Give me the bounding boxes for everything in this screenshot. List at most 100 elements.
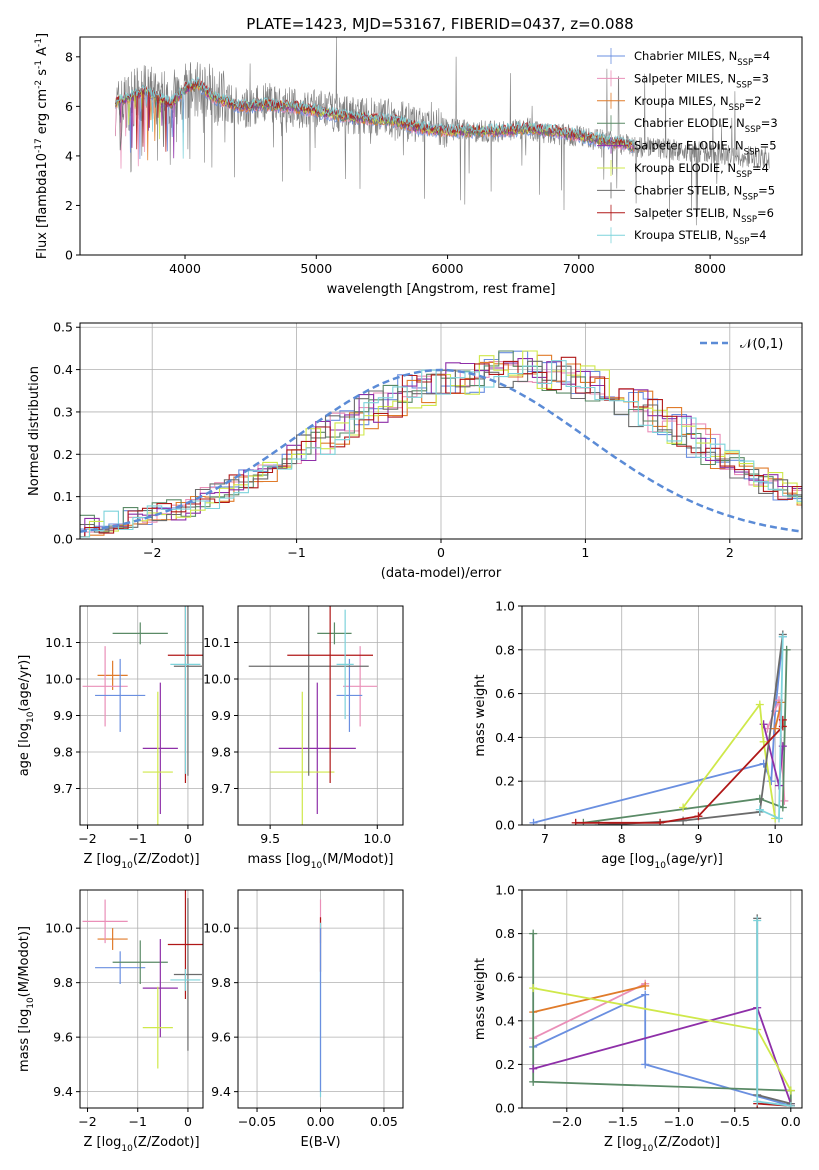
- spectrum-xtick-label: 5000: [300, 261, 332, 276]
- age_vs_mass-xtick-label: 9.5: [260, 831, 280, 846]
- residuals-xtick-label: 2: [726, 545, 734, 560]
- mass_vs_z-xlabel-part: Z [log: [83, 1135, 121, 1150]
- age_vs_mass-plot-area: [248, 606, 378, 825]
- mass_vs_z-xlabel: Z [log10(Z/Zodot)]: [83, 1135, 199, 1154]
- age_vs_z-xlabel-part: (Z/Z: [133, 852, 160, 867]
- age_vs_z-ytick-label: 9.8: [53, 745, 73, 760]
- spectrum-ylabel: Flux [flambda10-17 erg cm-2 s-1 A-1]: [34, 33, 50, 259]
- weight_vs_z-xtick-label: 0.0: [781, 1114, 801, 1129]
- weight_vs_age-frame: [521, 605, 803, 826]
- age_vs_z-xlabel-part: Z [log: [83, 852, 121, 867]
- weight_vs_z-ytick-label: 0.6: [495, 970, 515, 985]
- residuals-normal-curve: [80, 368, 802, 533]
- weight_vs_z-ylabel: mass weight: [473, 958, 488, 1040]
- mass_vs_z-ylabel-part: mass [log: [17, 1009, 32, 1072]
- legend-label-eq: =4: [752, 161, 769, 175]
- residuals-ytick-label: 0.1: [53, 489, 73, 504]
- spectrum-xlabel-part: wavelength [Angstrom, rest frame]: [327, 282, 556, 297]
- spectrum-ylabel-part: -2: [34, 80, 44, 89]
- mass_vs_z-xlabel-part: odot)]: [160, 1135, 199, 1150]
- legend-label-kroupa_miles: Kroupa MILES, NSSP=2: [634, 94, 761, 113]
- legend-label-chabrier_elodie: Chabrier ELODIE, NSSP=3: [634, 116, 778, 135]
- mass_vs_ebv-xtick-label: 0.00: [307, 1114, 335, 1129]
- mass_vs_z-ytick-label: 9.8: [53, 975, 73, 990]
- mass_vs_ebv-panel: −0.05 0.00 0.05 9.4 9.6 9.8 10.0 E(B-V): [203, 889, 404, 1150]
- age_vs_z-xtick-label: −2: [78, 831, 96, 846]
- age_vs_z-panel: −2 −1 09.79.89.910.010.1Z [log10(Z/Zodot)]…: [17, 605, 204, 871]
- page-title: PLATE=1423, MJD=53167, FIBERID=0437, z=0…: [246, 15, 633, 33]
- age_vs_mass-ytick-label: 10.1: [203, 635, 231, 650]
- legend-label-sub: SSP: [742, 192, 758, 202]
- spectrum-plot-area: [115, 37, 770, 226]
- age_vs_z-ylabel-part: age [log: [17, 723, 32, 776]
- weight_vs_z-series-kroupa_stelib: [756, 920, 791, 1107]
- weight_vs_age-xlabel-part: (age/yr)]: [666, 852, 723, 867]
- age_vs_mass-xlabel: mass [log10(M/Modot)]: [248, 852, 394, 871]
- weight_vs_z-series-chabrier_stelib: [756, 918, 792, 1105]
- mass_vs_z-plot-area: [82, 890, 203, 1069]
- residuals-legend-label-part: 𝒩(0,1): [740, 337, 783, 352]
- weight_vs_z-xlabel-part: (Z/Z: [653, 1135, 680, 1150]
- age_vs_z-ylabel-part: (age/yr)]: [17, 655, 32, 712]
- residuals-ytick-label: 0.3: [53, 404, 73, 419]
- legend-label-text: Kroupa STELIB, N: [634, 228, 734, 242]
- mass_vs_ebv-ytick-label: 9.4: [211, 1084, 231, 1099]
- residuals-xtick-label: 1: [581, 545, 589, 560]
- legend-label-salpeter_elodie: Salpeter ELODIE, NSSP=5: [634, 139, 777, 158]
- age_vs_mass-panel: 9.5 10.0 9.7 9.8 9.9 10.0 10.1 mass [log10(M/Mo…: [203, 605, 404, 871]
- weight_vs_age-ylabel: mass weight: [473, 674, 488, 756]
- weight_vs_z-frame: [521, 889, 803, 1109]
- legend-label-sub: SSP: [734, 237, 750, 247]
- legend-label-sub: SSP: [744, 148, 760, 158]
- spectrum-ytick-label: 8: [65, 49, 73, 64]
- weight_vs_z-xlabel-part: 10: [642, 1144, 654, 1154]
- residuals-ytick-label: 0.0: [53, 532, 73, 547]
- legend-label-kroupa_stelib: Kroupa STELIB, NSSP=4: [634, 228, 766, 247]
- age_vs_mass-xlabel-part: mass [log: [248, 852, 311, 867]
- legend-label-eq: =3: [752, 71, 769, 85]
- weight_vs_z-ylabel-part: mass weight: [473, 958, 488, 1040]
- age_vs_z-ytick-label: 10.1: [45, 635, 73, 650]
- age_vs_z-plot-area: [82, 606, 203, 825]
- legend-label-text: Salpeter STELIB, N: [634, 206, 741, 220]
- legend-label-sub: SSP: [745, 125, 761, 135]
- age_vs_z-xlabel-part: odot)]: [160, 852, 199, 867]
- legend-label-text: Salpeter ELODIE, N: [634, 139, 744, 153]
- legend-label-salpeter_miles: Salpeter MILES, NSSP=3: [634, 71, 769, 90]
- weight_vs_age-ytick-label: 0.0: [495, 818, 515, 833]
- mass_vs_ebv-xtick-label: −0.05: [238, 1114, 276, 1129]
- legend-label-chabrier_stelib: Chabrier STELIB, NSSP=5: [634, 183, 775, 202]
- residuals-xtick-label: 0: [437, 545, 445, 560]
- weight_vs_z-series-chabrier_elodie: [532, 933, 792, 1106]
- age_vs_z-ytick-label: 9.9: [53, 708, 73, 723]
- spectrum-ylabel-part: erg cm: [35, 89, 50, 138]
- mass_vs_ebv-ytick-label: 9.6: [211, 1030, 231, 1045]
- residuals-legend-label: 𝒩(0,1): [740, 337, 783, 352]
- weight_vs_age-xtick-label: 10: [767, 831, 783, 846]
- residuals-hist-salpeter_stelib: [80, 356, 802, 538]
- weight_vs_z-ytick-label: 0.2: [495, 1057, 515, 1072]
- legend-label-text: Chabrier ELODIE, N: [634, 116, 745, 130]
- weight_vs_age-series-kroupa_elodie: [682, 702, 777, 819]
- legend-label-sub: SSP: [736, 80, 752, 90]
- age_vs_mass-xlabel-part: (M/M: [322, 852, 354, 867]
- weight_vs_z-xlabel-part: odot)]: [681, 1135, 720, 1150]
- mass_vs_z-ylabel-part: 10: [26, 997, 36, 1009]
- mass_vs_ebv-ytick-label: 10.0: [203, 921, 231, 936]
- legend-label-chabrier_miles: Chabrier MILES, NSSP=4: [634, 49, 770, 68]
- age_vs_mass-ytick-label: 9.7: [211, 781, 231, 796]
- mass_vs_z-ytick-label: 10.0: [45, 921, 73, 936]
- mass_vs_z-ylabel: mass [log10(M/Modot)]: [17, 926, 36, 1072]
- residuals-hist-salpeter_miles: [80, 361, 802, 538]
- mass_vs_ebv-ytick-label: 9.8: [211, 975, 231, 990]
- weight_vs_age-ytick-label: 0.6: [495, 686, 515, 701]
- weight_vs_age-ytick-label: 1.0: [495, 599, 515, 614]
- weight_vs_z-plot-area: [529, 914, 795, 1108]
- mass_vs_z-xtick-label: 0: [184, 1114, 192, 1129]
- spectrum-xtick-label: 8000: [694, 261, 726, 276]
- legend-label-eq: =4: [753, 49, 770, 63]
- spectrum-xlabel: wavelength [Angstrom, rest frame]: [327, 282, 556, 297]
- weight_vs_z-ytick-label: 1.0: [495, 883, 515, 898]
- age_vs_mass-ytick-label: 9.9: [211, 708, 231, 723]
- legend-label-eq: =2: [744, 94, 761, 108]
